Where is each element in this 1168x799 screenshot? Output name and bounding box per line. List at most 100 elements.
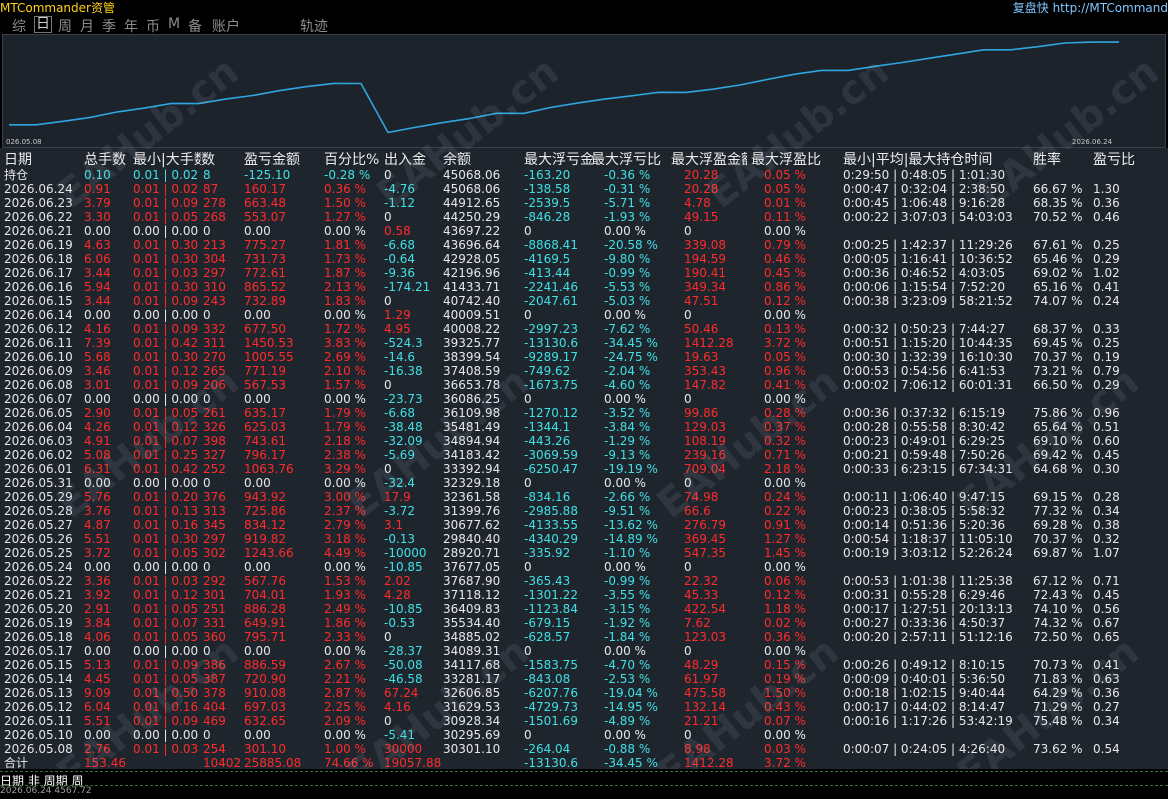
cell-date: 2026.05.08: [4, 742, 73, 756]
column-header-4[interactable]: 盈亏金额: [244, 152, 300, 168]
table-row[interactable]: 2026.05.20 2.91 0.01 | 0.05 251 886.28 2.49 %…: [0, 602, 1168, 616]
table-row[interactable]: 2026.05.27 4.87 0.01 | 0.16 345 834.12 2.79 %…: [0, 518, 1168, 532]
column-header-9[interactable]: 最大浮亏比: [591, 152, 661, 168]
cell-ddpct: 0.00 %: [604, 560, 646, 574]
cell-pf: 0.41: [1093, 280, 1120, 294]
table-row[interactable]: 2026.05.12 6.04 0.01 | 0.16 404 697.03 2.25 %…: [0, 700, 1168, 714]
column-header-6[interactable]: 出入金: [384, 152, 426, 168]
cell-fp: 19.63: [684, 350, 719, 364]
cell-dd: -1344.1: [524, 420, 571, 434]
table-row[interactable]: 2026.05.08 2.76 0.01 | 0.03 254 301.10 1.00 %…: [0, 742, 1168, 756]
column-header-2[interactable]: 最小|大手数: [133, 152, 201, 168]
cell-fppct: 1.50 %: [764, 686, 806, 700]
tab-3[interactable]: 月: [80, 19, 94, 35]
table-row[interactable]: 2026.06.18 6.06 0.01 | 0.30 304 731.73 1.73 %…: [0, 252, 1168, 266]
cell-pf: 0.36: [1093, 196, 1120, 210]
cell-count: 10402: [203, 756, 242, 770]
table-row[interactable]: 2026.06.03 4.91 0.01 | 0.07 398 743.61 2.18 %…: [0, 434, 1168, 448]
table-row[interactable]: 2026.06.07 0.00 0.00 | 0.00 0 0.00 0.00 % -23.…: [0, 392, 1168, 406]
cell-win: 73.21 %: [1033, 364, 1083, 378]
table-row[interactable]: 持仓 0.10 0.01 | 0.02 8 -125.10 -0.28 % 0 45068.0…: [0, 168, 1168, 182]
table-row[interactable]: 2026.06.04 4.26 0.01 | 0.12 326 625.03 1.79 %…: [0, 420, 1168, 434]
cell-pct: 0.00 %: [324, 644, 366, 658]
cell-fppct: 0.96 %: [764, 364, 806, 378]
table-row[interactable]: 2026.05.21 3.92 0.01 | 0.12 301 704.01 1.93 %…: [0, 588, 1168, 602]
table-row[interactable]: 2026.05.13 9.09 0.01 | 0.50 378 910.08 2.87 %…: [0, 686, 1168, 700]
cell-fppct: 0.22 %: [764, 504, 806, 518]
table-row[interactable]: 2026.05.18 4.06 0.01 | 0.05 360 795.71 2.33 %…: [0, 630, 1168, 644]
cell-lots: 4.91: [84, 434, 111, 448]
cell-fp: 349.34: [684, 280, 726, 294]
cell-fp: 47.51: [684, 294, 719, 308]
table-row[interactable]: 2026.06.12 4.16 0.01 | 0.09 332 677.50 1.72 %…: [0, 322, 1168, 336]
cell-pf: 1.07: [1093, 546, 1120, 560]
column-header-3[interactable]: 数: [201, 152, 215, 168]
cell-hold: 0:00:21 | 0:59:48 | 7:50:26: [843, 448, 1006, 462]
table-row[interactable]: 2026.06.01 6.31 0.01 | 0.42 252 1063.76 3.29 …: [0, 462, 1168, 476]
column-header-13[interactable]: 胜率: [1033, 152, 1061, 168]
tab-4[interactable]: 季: [102, 19, 116, 35]
table-row[interactable]: 2026.05.22 3.36 0.01 | 0.03 292 567.76 1.53 %…: [0, 574, 1168, 588]
table-row[interactable]: 2026.05.11 5.51 0.01 | 0.09 469 632.65 2.09 %…: [0, 714, 1168, 728]
table-row[interactable]: 2026.06.02 5.08 0.01 | 0.25 327 796.17 2.38 %…: [0, 448, 1168, 462]
cell-pnl: 865.52: [244, 280, 286, 294]
table-row[interactable]: 2026.05.24 0.00 0.00 | 0.00 0 0.00 0.00 % -10.…: [0, 560, 1168, 574]
cell-minmax: 0.01 | 0.42: [133, 336, 199, 350]
column-header-0[interactable]: 日期: [4, 152, 32, 168]
tab-9[interactable]: 账户: [212, 19, 240, 35]
table-row[interactable]: 2026.05.29 5.76 0.01 | 0.20 376 943.92 3.00 %…: [0, 490, 1168, 504]
cell-balance: 43697.22: [443, 224, 501, 238]
cell-dd: -2241.46: [524, 280, 578, 294]
tab-7[interactable]: M: [168, 16, 181, 32]
table-row[interactable]: 2026.05.31 0.00 0.00 | 0.00 0 0.00 0.00 % -32.…: [0, 476, 1168, 490]
table-row[interactable]: 2026.05.19 3.84 0.01 | 0.07 331 649.91 1.86 %…: [0, 616, 1168, 630]
cell-balance: 44912.65: [443, 196, 501, 210]
table-row[interactable]: 2026.06.09 3.46 0.01 | 0.12 265 771.19 2.10 %…: [0, 364, 1168, 378]
tab-8[interactable]: 备: [188, 19, 202, 35]
cell-hold: 0:00:19 | 3:03:12 | 52:26:24: [843, 546, 1013, 560]
table-row[interactable]: 2026.06.22 3.30 0.01 | 0.05 268 553.07 1.27 %…: [0, 210, 1168, 224]
cell-count: 87: [203, 182, 219, 196]
tab-0[interactable]: 综: [12, 19, 26, 35]
table-row[interactable]: 2026.05.15 5.13 0.01 | 0.09 386 886.59 2.67 %…: [0, 658, 1168, 672]
cell-pct: 2.79 %: [324, 518, 366, 532]
tab-6[interactable]: 币: [146, 19, 160, 35]
column-header-5[interactable]: 百分比%: [324, 152, 380, 168]
table-row[interactable]: 2026.05.17 0.00 0.00 | 0.00 0 0.00 0.00 % -28.…: [0, 644, 1168, 658]
tab-1[interactable]: 日: [34, 16, 52, 33]
tab-5[interactable]: 年: [124, 19, 138, 35]
table-row[interactable]: 2026.06.16 5.94 0.01 | 0.30 310 865.52 2.13 %…: [0, 280, 1168, 294]
table-row[interactable]: 2026.05.28 3.76 0.01 | 0.13 313 725.86 2.37 %…: [0, 504, 1168, 518]
table-row[interactable]: 2026.06.14 0.00 0.00 | 0.00 0 0.00 0.00 % 1.29…: [0, 308, 1168, 322]
replay-link[interactable]: 复盘快 http://MTCommand: [1012, 1, 1168, 15]
table-row[interactable]: 2026.06.17 3.44 0.01 | 0.03 297 772.61 1.87 %…: [0, 266, 1168, 280]
table-row[interactable]: 2026.05.25 3.72 0.01 | 0.05 302 1243.66 4.49 …: [0, 546, 1168, 560]
table-row[interactable]: 2026.06.11 7.39 0.01 | 0.42 311 1450.53 3.83 …: [0, 336, 1168, 350]
table-row[interactable]: 2026.06.05 2.90 0.01 | 0.05 261 635.17 1.79 %…: [0, 406, 1168, 420]
cell-pf: 0.36: [1093, 686, 1120, 700]
table-row[interactable]: 2026.05.10 0.00 0.00 | 0.00 0 0.00 0.00 % -5.4…: [0, 728, 1168, 742]
cell-lots: 3.01: [84, 378, 111, 392]
table-row[interactable]: 2026.06.15 3.44 0.01 | 0.09 243 732.89 1.83 %…: [0, 294, 1168, 308]
column-header-14[interactable]: 盈亏比: [1093, 152, 1135, 168]
tab-2[interactable]: 周: [58, 19, 72, 35]
column-header-1[interactable]: 总手数: [84, 152, 126, 168]
table-row[interactable]: 2026.06.08 3.01 0.01 | 0.09 206 567.53 1.57 %…: [0, 378, 1168, 392]
table-row[interactable]: 2026.06.10 5.68 0.01 | 0.30 270 1005.55 2.69 …: [0, 350, 1168, 364]
table-row[interactable]: 2026.05.26 5.51 0.01 | 0.30 297 919.82 3.18 %…: [0, 532, 1168, 546]
column-header-11[interactable]: 最大浮盈比: [751, 152, 821, 168]
table-row[interactable]: 2026.06.19 4.63 0.01 | 0.30 213 775.27 1.81 %…: [0, 238, 1168, 252]
column-header-12[interactable]: 最小|平均|最大持仓时间: [843, 152, 993, 168]
divider: [0, 771, 1168, 773]
cell-dd: -3069.59: [524, 448, 578, 462]
table-row[interactable]: 2026.05.14 4.45 0.01 | 0.05 387 720.90 2.21 %…: [0, 672, 1168, 686]
cell-win: 71.29 %: [1033, 700, 1083, 714]
table-row[interactable]: 2026.06.23 3.79 0.01 | 0.09 278 663.48 1.50 %…: [0, 196, 1168, 210]
tab-10[interactable]: 轨迹: [300, 19, 328, 35]
column-header-7[interactable]: 余额: [443, 152, 471, 168]
column-header-10[interactable]: 最大浮盈金额: [671, 152, 747, 168]
cell-count: 243: [203, 294, 226, 308]
column-header-8[interactable]: 最大浮亏金额: [524, 152, 594, 168]
table-row[interactable]: 2026.06.24 0.91 0.01 | 0.02 87 160.17 0.36 % -…: [0, 182, 1168, 196]
table-row[interactable]: 2026.06.21 0.00 0.00 | 0.00 0 0.00 0.00 % 0.58…: [0, 224, 1168, 238]
